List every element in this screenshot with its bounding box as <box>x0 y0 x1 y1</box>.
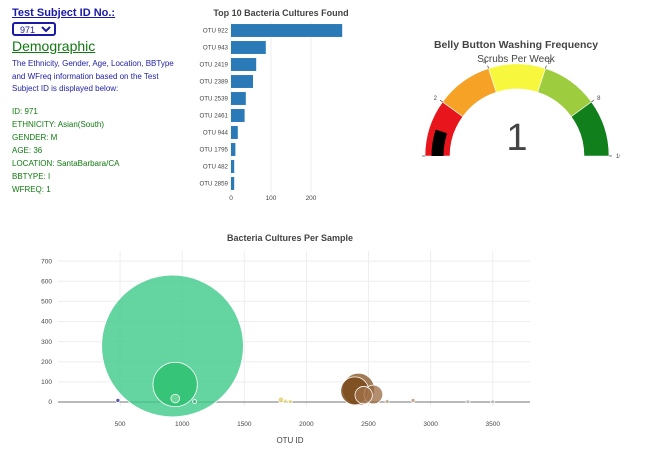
bubble-point[interactable] <box>115 397 121 403</box>
bubble-point[interactable] <box>465 399 471 404</box>
demographic-item-id: ID: 971 <box>12 106 38 116</box>
bar-category-label: OTU 2461 <box>199 113 228 120</box>
bubble-point[interactable] <box>282 398 288 404</box>
bar[interactable] <box>231 41 266 54</box>
bubble-y-tick-label: 700 <box>41 258 52 265</box>
bar-x-tick-label: 0 <box>229 195 233 202</box>
bar-x-tick-label: 100 <box>266 195 277 202</box>
bubble-x-tick-label: 2500 <box>361 421 376 428</box>
top10-bar-chart: Top 10 Bacteria Cultures Found OTU 922 OT… <box>199 8 348 202</box>
bubble-x-tick-label: 1000 <box>175 421 190 428</box>
bar[interactable] <box>231 143 236 156</box>
bar-category-label: OTU 1795 <box>199 147 228 154</box>
bubble-x-tick-label: 1500 <box>237 421 252 428</box>
demographic-description: The Ethnicity, Gender, Age, Location, BB… <box>12 59 174 93</box>
bar-category-label: OTU 2419 <box>199 62 228 69</box>
bubble-x-tick-label: 2000 <box>299 421 314 428</box>
gauge-value-bar <box>431 129 448 156</box>
bubble-point[interactable] <box>354 386 373 405</box>
bar[interactable] <box>231 92 246 105</box>
bubble-chart: Bacteria Cultures Per Sample 500 1000 1500… <box>41 233 530 445</box>
demographic-info-list: ID: 971 ETHNICITY: Asian(South) GENDER: … <box>12 105 187 196</box>
demographic-item-ethnicity: ETHNICITY: Asian(South) <box>12 119 105 129</box>
demographic-item-location: LOCATION: SantaBarbara/CA <box>12 158 120 168</box>
demographic-panel: Test Subject ID No.: 971 Demographic The… <box>12 7 187 196</box>
bar-category-label: OTU 2859 <box>199 181 228 188</box>
bar-category-label: OTU 944 <box>203 130 229 137</box>
bar[interactable] <box>231 109 245 122</box>
bubble-y-tick-label: 100 <box>41 379 52 386</box>
bar-category-label: OTU 922 <box>203 28 229 35</box>
subject-id-select[interactable]: 971 <box>12 22 56 36</box>
bubble-y-tick-label: 200 <box>41 359 52 366</box>
gauge-tick-label: 4 <box>483 60 487 66</box>
demographic-item-bbtype: BBTYPE: I <box>12 171 51 181</box>
bar-category-label: OTU 2389 <box>199 79 228 86</box>
bubble-x-tick-label: 3500 <box>486 421 501 428</box>
gauge-band <box>570 101 610 157</box>
demographic-item-gender: GENDER: M <box>12 132 58 142</box>
bar-category-label: OTU 943 <box>203 45 229 52</box>
gauge-subtitle: Scrubs Per Week <box>477 54 556 65</box>
demographic-item-wfreq: WFREQ: 1 <box>12 184 51 194</box>
bar[interactable] <box>231 24 343 37</box>
gauge-tick-label: 8 <box>597 96 601 102</box>
gauge-tick-label: 6 <box>548 60 552 66</box>
bar[interactable] <box>231 126 238 139</box>
bubble-point[interactable] <box>170 393 180 404</box>
bubble-point[interactable] <box>384 398 390 404</box>
gauge-tick <box>487 65 489 69</box>
bubble-point[interactable] <box>490 399 496 405</box>
bar-chart-title: Top 10 Bacteria Cultures Found <box>213 8 348 18</box>
bar[interactable] <box>231 58 257 71</box>
gauge-tick <box>591 99 595 103</box>
bubble-point[interactable] <box>287 398 293 404</box>
bubble-y-tick-label: 500 <box>41 299 52 306</box>
bar-category-label: OTU 482 <box>203 164 229 171</box>
gauge-tick-label: 10 <box>616 154 620 160</box>
bubble-x-axis-label: OTU ID <box>276 436 303 445</box>
demographic-title: Demographic <box>12 38 96 54</box>
gauge-value: 1 <box>506 117 527 159</box>
bubble-y-tick-label: 300 <box>41 339 52 346</box>
demographic-item-age: AGE: 36 <box>12 145 43 155</box>
bubble-chart-title: Bacteria Cultures Per Sample <box>227 233 353 243</box>
bar[interactable] <box>231 177 235 190</box>
gauge-tick <box>545 65 547 69</box>
subject-id-label: Test Subject ID No.: <box>12 7 116 19</box>
bubble-x-tick-label: 3000 <box>423 421 438 428</box>
bar[interactable] <box>231 160 235 173</box>
bubble-y-tick-label: 600 <box>41 278 52 285</box>
bubble-x-tick-label: 500 <box>115 421 126 428</box>
bubble-y-tick-label: 400 <box>41 319 52 326</box>
bubble-y-tick-label: 0 <box>48 399 52 406</box>
bar-category-label: OTU 2539 <box>199 96 228 103</box>
bubble-point[interactable] <box>277 396 285 403</box>
bar[interactable] <box>231 75 253 88</box>
bubble-point[interactable] <box>101 274 244 418</box>
bubble-point[interactable] <box>410 397 416 403</box>
gauge-title: Belly Button Washing Frequency <box>434 39 598 51</box>
washing-frequency-gauge: Belly Button Washing Frequency Scrubs Pe… <box>422 39 620 160</box>
gauge-tick-label: 2 <box>434 96 438 102</box>
gauge-tick <box>439 99 443 103</box>
bubble-point[interactable] <box>192 399 198 404</box>
gauge-band <box>488 63 546 93</box>
bubble-point[interactable] <box>152 361 198 408</box>
bar-x-tick-label: 200 <box>306 195 317 202</box>
